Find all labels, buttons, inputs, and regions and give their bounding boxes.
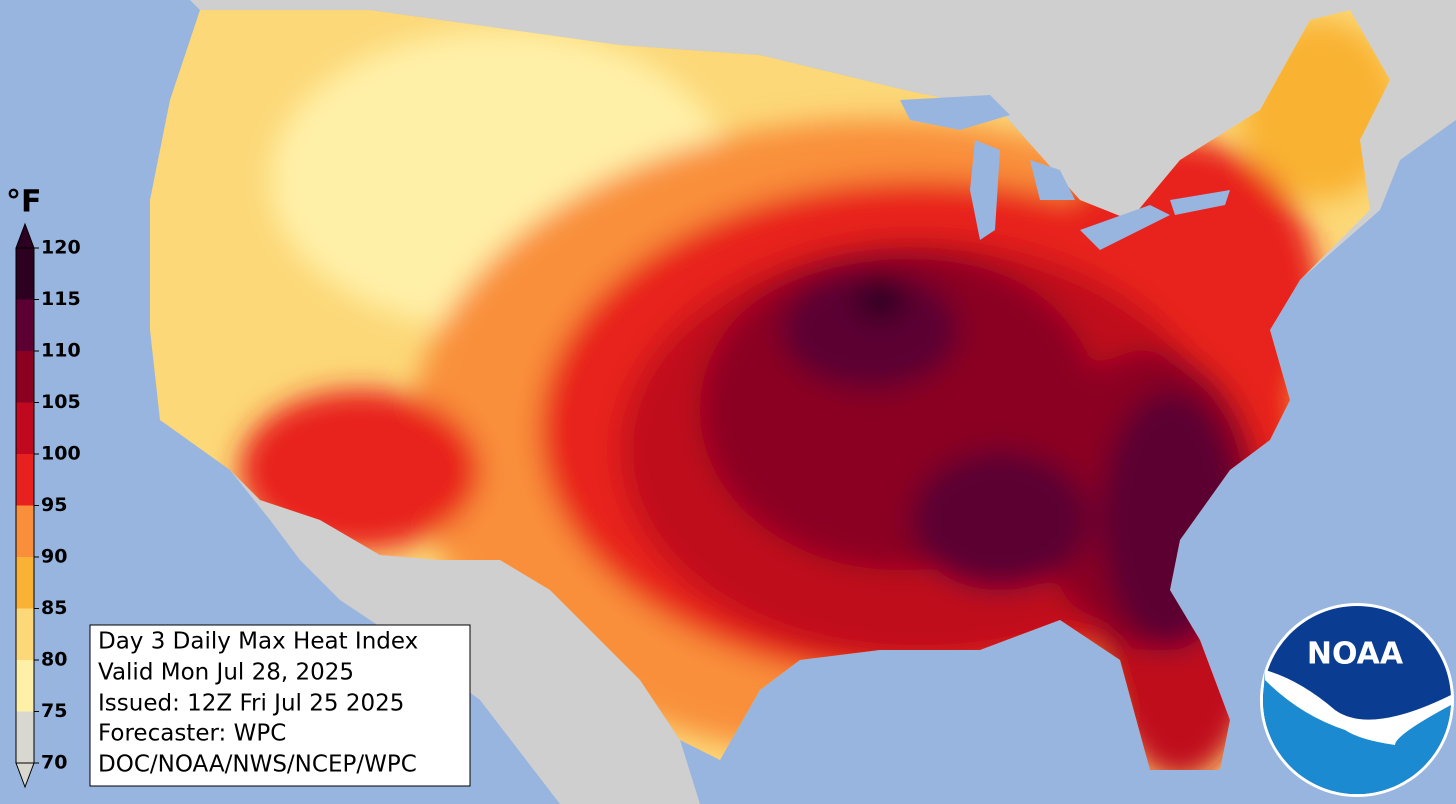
colorbar-segment (16, 351, 34, 403)
heat-zone (240, 390, 480, 550)
info-line: DOC/NOAA/NWS/NCEP/WPC (98, 752, 417, 778)
colorbar-tick-label: 110 (41, 340, 81, 362)
colorbar-segment (16, 454, 34, 506)
colorbar-tick-label: 70 (41, 752, 67, 774)
colorbar-tick-label: 120 (41, 237, 81, 259)
logo-bird (1265, 670, 1451, 745)
logo-text: NOAA (1307, 637, 1404, 672)
colorbar-tick-label: 105 (41, 391, 81, 413)
info-line: Valid Mon Jul 28, 2025 (98, 660, 354, 686)
colorbar-tick-label: 95 (41, 494, 67, 516)
colorbar-segment (16, 660, 34, 712)
colorbar-tick-label: 80 (41, 649, 67, 671)
colorbar-extend-top (15, 222, 35, 249)
colorbar-segment (16, 299, 34, 351)
info-box (89, 624, 471, 787)
heat-zone (1100, 390, 1240, 650)
info-line: Issued: 12Z Fri Jul 25 2025 (98, 691, 404, 717)
colorbar-segment (16, 402, 34, 454)
heat-zone (780, 270, 960, 390)
colorbar-segment (16, 608, 34, 660)
info-line: Forecaster: WPC (98, 721, 286, 747)
heat-zone (855, 280, 905, 320)
colorbar-tick-label: 100 (41, 443, 81, 465)
colorbar: 70 75 80 85 90 95 100 105 110 115 120 (15, 222, 81, 789)
colorbar-extend-bottom (15, 762, 35, 789)
colorbar-tick-label: 115 (41, 288, 81, 310)
great-lakes (900, 95, 1230, 250)
colorbar-segment (16, 557, 34, 609)
info-line: Day 3 Daily Max Heat Index (98, 629, 418, 655)
colorbar-tick-label: 75 (41, 700, 67, 722)
noaa-logo: NOAA (1260, 603, 1454, 797)
colorbar-tick-label: 85 (41, 597, 67, 619)
colorbar-segment (16, 505, 34, 557)
colorbar-segment (16, 711, 34, 763)
colorbar-segment (16, 248, 34, 300)
colorbar-tick-label: 90 (41, 546, 67, 568)
heat-zone (910, 450, 1090, 590)
colorbar-unit: °F (6, 185, 42, 220)
